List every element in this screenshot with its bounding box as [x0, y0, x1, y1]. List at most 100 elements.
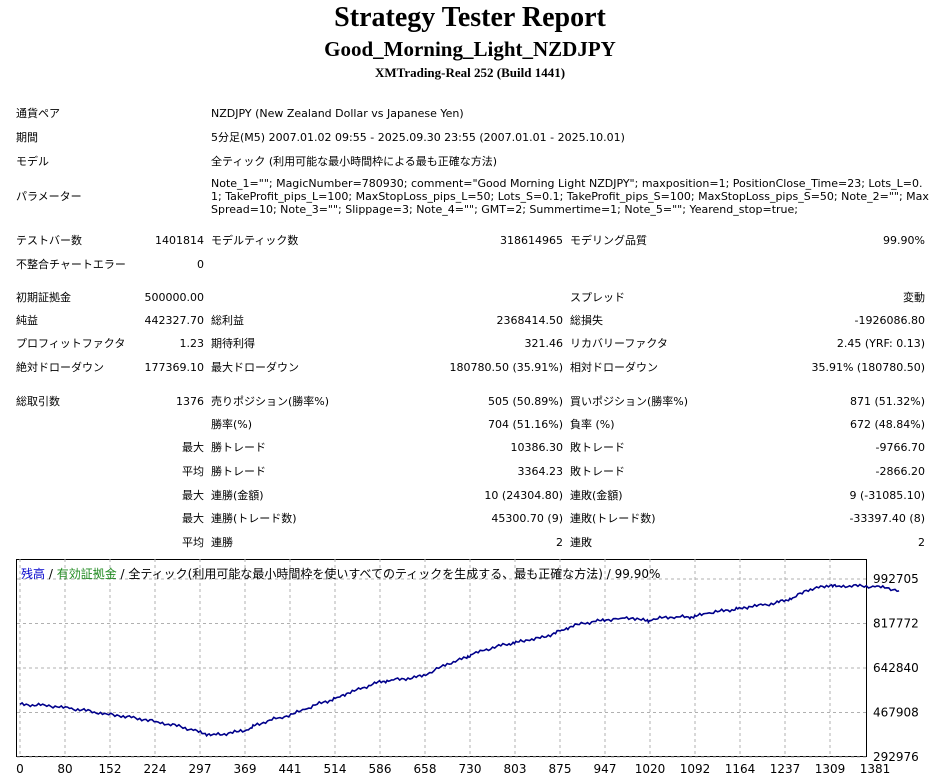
balance-chart: 0 80 152 224 297 369 441 514 586 658 730 803 875 947 1… [16, 559, 919, 776]
avg-win-label: 勝トレード [211, 465, 266, 478]
x-tick-label: 586 [369, 762, 392, 776]
avg-consec-loss-label: 連敗 [570, 536, 592, 549]
quality-label: モデリング品質 [570, 234, 647, 247]
avg-word: 平均 [182, 536, 204, 549]
chart-frame [16, 559, 867, 757]
max-word: 最大 [182, 512, 204, 525]
balance-series-line [19, 583, 900, 738]
max-dd-label: 最大ドローダウン [211, 361, 299, 374]
largest-win-label: 勝トレード [211, 441, 266, 454]
x-tick-label: 803 [504, 762, 527, 776]
abs-dd-label: 絶対ドローダウン [16, 361, 104, 374]
rel-dd-label: 相対ドローダウン [570, 361, 658, 374]
max-consec-loss-cnt-value: -33397.40 (8) [849, 512, 925, 525]
x-tick-label: 369 [234, 762, 257, 776]
win-rate-label: 勝率(%) [211, 418, 253, 431]
x-tick-label: 658 [414, 762, 437, 776]
avg-win-value: 3364.23 [517, 465, 564, 478]
x-tick-label: 297 [189, 762, 212, 776]
server-info: XMTrading-Real 252 (Build 1441) [374, 65, 566, 80]
x-tick-label: 1164 [725, 762, 756, 776]
avg-consec-win-label: 連勝 [211, 536, 233, 549]
net-label: 純益 [16, 314, 38, 327]
x-tick-label: 0 [16, 762, 24, 776]
x-tick-label: 1237 [770, 762, 801, 776]
bars-label: テストバー数 [16, 234, 82, 247]
loss-rate-value: 672 (48.84%) [849, 418, 925, 431]
currency-pair-label: 通貨ペア [16, 107, 60, 120]
x-tick-label: 224 [144, 762, 167, 776]
x-tick-label: 80 [57, 762, 72, 776]
max-consec-win-amt-label: 連勝(金額) [211, 489, 264, 502]
expected-label: 期待利得 [211, 337, 255, 350]
expected-value: 321.46 [524, 337, 564, 350]
x-tick-label: 1381 [860, 762, 891, 776]
x-tick-label: 152 [99, 762, 122, 776]
y-tick-label: 292976 [873, 750, 919, 764]
report-subtitle: Good_Morning_Light_NZDJPY [324, 37, 616, 61]
y-tick-label: 992705 [873, 572, 919, 586]
avg-consec-loss-value: 2 [918, 536, 925, 549]
largest-win-value: 10386.30 [510, 441, 564, 454]
long-value: 871 (51.32%) [849, 395, 925, 408]
gross-loss-value: -1926086.80 [854, 314, 925, 327]
loss-rate-label: 負率 (%) [570, 418, 615, 431]
max-consec-loss-amt-label: 連敗(金額) [570, 489, 623, 502]
avg-loss-label: 敗トレード [570, 465, 625, 478]
gross-profit-value: 2368414.50 [496, 314, 563, 327]
total-trades-value: 1376 [176, 395, 204, 408]
x-tick-label: 730 [459, 762, 482, 776]
mismatch-value: 0 [197, 258, 204, 271]
net-value: 442327.70 [144, 314, 205, 327]
x-tick-label: 875 [549, 762, 572, 776]
avg-word: 平均 [182, 465, 204, 478]
abs-dd-value: 177369.10 [144, 361, 205, 374]
gross-profit-label: 総利益 [211, 314, 244, 327]
deposit-value: 500000.00 [144, 291, 205, 304]
spread-label: スプレッド [570, 291, 625, 304]
avg-loss-value: -2866.20 [875, 465, 925, 478]
max-consec-loss-amt-value: 9 (-31085.10) [849, 489, 925, 502]
short-label: 売りポジション(勝率%) [211, 395, 330, 408]
period-value: 5分足(M5) 2007.01.02 09:55 - 2025.09.30 23… [211, 131, 625, 144]
legend-separator: / [45, 567, 57, 581]
quality-value: 99.90% [883, 234, 925, 247]
total-trades-label: 総取引数 [16, 395, 60, 408]
max-word: 最大 [182, 441, 204, 454]
y-tick-label: 642840 [873, 661, 919, 675]
x-tick-label: 1309 [815, 762, 846, 776]
win-rate-value: 704 (51.16%) [487, 418, 563, 431]
legend-equity: 有効証拠金 [56, 567, 117, 581]
model-value: 全ティック (利用可能な最小時間枠による最も正確な方法) [211, 155, 498, 168]
pf-value: 1.23 [179, 337, 205, 350]
x-tick-label: 514 [324, 762, 347, 776]
legend-balance: 残高 [21, 567, 46, 581]
long-label: 買いポジション(勝率%) [570, 395, 689, 408]
period-label: 期間 [16, 131, 38, 144]
mismatch-label: 不整合チャートエラー [16, 258, 126, 271]
deposit-label: 初期証拠金 [16, 291, 71, 304]
avg-consec-win-value: 2 [556, 536, 563, 549]
spread-value: 変動 [903, 291, 925, 304]
recovery-value: 2.45 (YRF: 0.13) [836, 337, 925, 350]
pf-label: プロフィットファクタ [16, 337, 126, 350]
max-consec-win-amt-value: 10 (24304.80) [484, 489, 563, 502]
x-tick-label: 1092 [680, 762, 711, 776]
x-tick-label: 441 [279, 762, 302, 776]
legend-separator: / [116, 567, 129, 581]
rel-dd-value: 35.91% (180780.50) [811, 361, 925, 374]
max-consec-win-cnt-value: 45300.70 (9) [491, 512, 563, 525]
y-tick-label: 467908 [873, 706, 919, 720]
max-word: 最大 [182, 489, 204, 502]
max-consec-win-cnt-label: 連勝(トレード数) [211, 512, 297, 525]
x-tick-label: 1020 [635, 762, 666, 776]
parameters-label: パラメーター [16, 190, 82, 203]
legend-description: 全ティック(利用可能な最小時間枠を使いすべてのティックを生成する、最も正確な方法… [128, 567, 661, 581]
currency-pair-value: NZDJPY (New Zealand Dollar vs Japanese Y… [211, 107, 464, 120]
largest-loss-value: -9766.70 [875, 441, 925, 454]
ticks-value: 318614965 [500, 234, 563, 247]
parameters-value: Note_1=""; MagicNumber=780930; comment="… [211, 177, 929, 216]
y-tick-label: 817772 [873, 617, 919, 631]
ticks-label: モデルティック数 [211, 234, 299, 247]
largest-loss-label: 敗トレード [570, 441, 625, 454]
